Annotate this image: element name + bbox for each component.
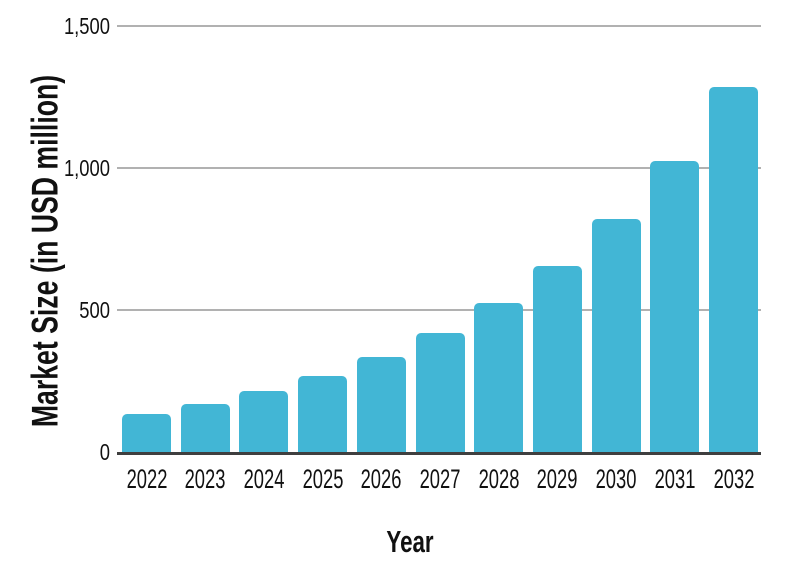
bar-2022 [122,413,171,452]
bar-2024 [239,391,289,452]
bar-2030 [591,219,641,452]
bar-2028 [474,303,524,452]
x-tick-label-2022: 2022 [126,464,167,494]
y-tick-label-0: 0 [99,439,110,465]
x-tick-label-2029: 2029 [536,464,578,494]
x-tick-label-2023: 2023 [184,464,226,494]
gridline-1500 [117,25,761,27]
x-tick-label-2026: 2026 [360,464,402,494]
x-tick-label-2024: 2024 [243,464,285,494]
x-tick-label-2032: 2032 [713,464,754,494]
x-tick-label-2025: 2025 [302,464,344,494]
y-tick-label-1000: 1,000 [63,155,110,181]
bar-2029 [532,265,582,452]
gridline-500 [117,309,761,311]
plot-area [117,25,761,455]
bar-2031 [650,160,700,452]
y-axis-title-wrap: Market Size (in USD million) [8,0,84,502]
y-tick-label-500: 500 [79,297,110,323]
x-tick-label-2030: 2030 [595,464,637,494]
x-tick-label-2028: 2028 [478,464,520,494]
bar-2025 [298,375,348,452]
gridline-1000 [117,167,761,169]
x-axis-title: Year [386,524,434,559]
x-tick-label-2027: 2027 [419,464,461,494]
bar-2023 [180,403,230,452]
bar-2026 [356,356,406,452]
x-tick-label-2031: 2031 [654,464,696,494]
bar-2032 [709,87,758,452]
y-axis-title: Market Size (in USD million) [25,74,67,428]
bar-2027 [415,333,465,452]
y-tick-label-1500: 1,500 [63,13,110,39]
